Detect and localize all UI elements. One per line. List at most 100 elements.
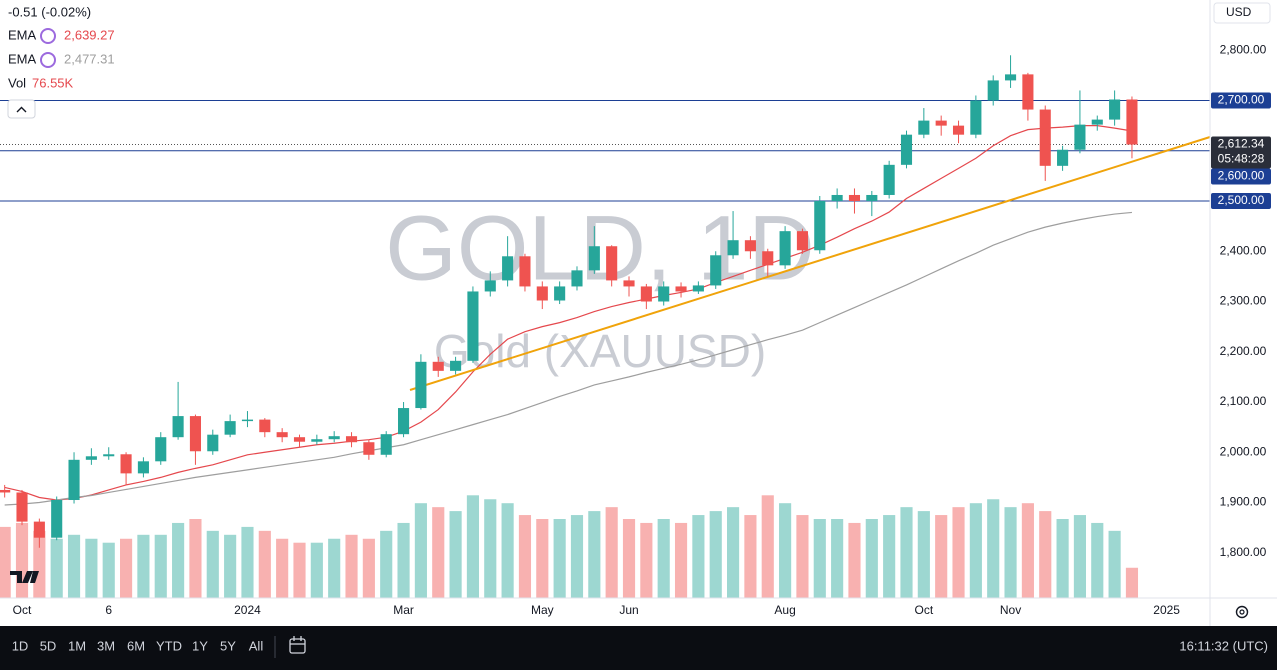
volume-bar bbox=[952, 507, 965, 598]
candle-body bbox=[1057, 149, 1069, 166]
volume-bar bbox=[276, 538, 289, 598]
candle-body bbox=[1005, 74, 1017, 81]
range-button[interactable]: 5D bbox=[40, 638, 57, 653]
candle-body bbox=[814, 201, 826, 251]
volume-bar bbox=[241, 526, 254, 598]
currency-button[interactable] bbox=[1213, 2, 1271, 24]
candle-body bbox=[571, 270, 583, 287]
y-tick-label: 2,000.00 bbox=[1220, 444, 1267, 458]
candle-body bbox=[1039, 109, 1051, 166]
volume-bar bbox=[484, 499, 497, 598]
volume-bar bbox=[831, 519, 844, 598]
volume-bar bbox=[206, 530, 219, 598]
y-tick-label: 2,400.00 bbox=[1220, 243, 1267, 257]
volume-bar bbox=[779, 503, 792, 598]
legend-icon[interactable] bbox=[40, 28, 56, 44]
candle-body bbox=[467, 291, 479, 361]
volume-bar bbox=[761, 495, 774, 598]
legend-value: 76.55K bbox=[32, 75, 74, 90]
volume-bar bbox=[397, 522, 410, 598]
range-button[interactable]: 1D bbox=[12, 638, 29, 653]
candle-body bbox=[259, 419, 271, 433]
range-button[interactable]: 3M bbox=[97, 638, 115, 653]
volume-bar bbox=[1108, 530, 1121, 598]
date-range-icon[interactable] bbox=[289, 636, 306, 654]
volume-bar bbox=[293, 542, 306, 598]
volume-bar bbox=[640, 522, 653, 598]
candle-body bbox=[1109, 99, 1121, 120]
x-tick-label: 2025 bbox=[1153, 603, 1180, 617]
x-tick-label: Aug bbox=[774, 603, 795, 617]
candle-body bbox=[970, 100, 982, 135]
volume-bar bbox=[935, 515, 948, 598]
volume-bar bbox=[744, 515, 757, 598]
candle-body bbox=[415, 361, 427, 409]
candle-body bbox=[363, 442, 375, 455]
volume-bar bbox=[900, 507, 913, 598]
candle-body bbox=[68, 459, 80, 501]
settings-icon[interactable] bbox=[1235, 605, 1249, 619]
candle-body bbox=[380, 434, 392, 455]
volume-bar bbox=[848, 522, 861, 598]
candle-body bbox=[536, 286, 548, 301]
volume-bar bbox=[501, 503, 514, 598]
volume-bar bbox=[1039, 511, 1052, 598]
candle-body bbox=[328, 436, 340, 440]
candle-body bbox=[866, 194, 878, 202]
volume-bar bbox=[969, 503, 982, 598]
volume-bar bbox=[449, 511, 462, 598]
candle-body bbox=[762, 251, 774, 266]
level-chip bbox=[1211, 92, 1271, 109]
candle-body bbox=[0, 489, 11, 493]
range-button[interactable]: All bbox=[249, 638, 264, 653]
candle-body bbox=[85, 456, 97, 460]
currency-label[interactable]: USD bbox=[1226, 5, 1252, 19]
candle-body bbox=[51, 500, 63, 538]
tv-logo bbox=[10, 571, 39, 583]
candle-body bbox=[398, 408, 410, 435]
volume-bar bbox=[1091, 522, 1104, 598]
volume-bar bbox=[362, 538, 375, 598]
range-button[interactable]: 1M bbox=[68, 638, 86, 653]
candle-body bbox=[658, 286, 670, 302]
candle-body bbox=[710, 255, 722, 286]
ema-line bbox=[4, 125, 1133, 501]
volume-bar bbox=[466, 495, 479, 598]
range-button[interactable]: 1Y bbox=[192, 638, 208, 653]
candle-body bbox=[692, 285, 704, 292]
candle-body bbox=[1022, 74, 1034, 110]
x-tick-label: Jun bbox=[619, 603, 638, 617]
bottom-toolbar: 1D 5D 1M 3M 6M YTD 1Y 5Y All 16:11:32 (U… bbox=[0, 626, 1277, 670]
volume-bar bbox=[85, 538, 98, 598]
range-button[interactable]: 6M bbox=[127, 638, 145, 653]
x-tick-label: May bbox=[531, 603, 554, 617]
candle-body bbox=[293, 437, 306, 442]
range-button[interactable]: YTD bbox=[156, 638, 182, 653]
volume-bar bbox=[380, 530, 393, 598]
collapse-icon bbox=[16, 106, 27, 113]
volume-bar bbox=[553, 519, 566, 598]
candle-body bbox=[189, 416, 201, 452]
collapse-button[interactable] bbox=[7, 99, 36, 119]
volume-bar bbox=[536, 519, 549, 598]
candle-body bbox=[935, 120, 947, 126]
volume-bar bbox=[67, 534, 81, 598]
candle-body bbox=[640, 286, 652, 302]
level-label: 2,700.00 bbox=[1218, 93, 1265, 107]
volume-bar bbox=[154, 534, 167, 598]
volume-bar bbox=[310, 542, 323, 598]
x-tick-label: 2024 bbox=[234, 603, 261, 617]
volume-bar bbox=[813, 519, 826, 598]
legend-name: EMA bbox=[8, 51, 37, 66]
volume-bar bbox=[917, 511, 930, 598]
volume-bar bbox=[1125, 567, 1139, 598]
volume-bar bbox=[258, 530, 271, 598]
candle-body bbox=[918, 120, 930, 135]
last-price-chip bbox=[1211, 136, 1271, 169]
legend-icon[interactable] bbox=[40, 52, 56, 68]
range-button[interactable]: 5Y bbox=[220, 638, 236, 653]
volume-bar bbox=[796, 515, 809, 598]
level-label: 2,500.00 bbox=[1218, 193, 1265, 207]
candle-body bbox=[207, 434, 219, 452]
